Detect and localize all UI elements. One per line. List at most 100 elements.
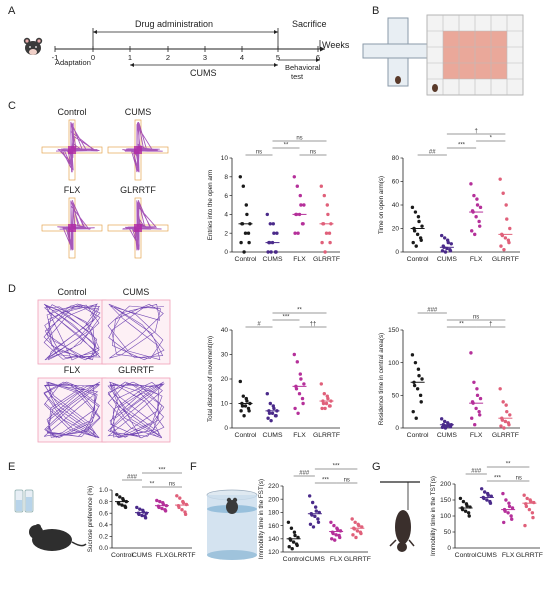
maze-label: CUMS [125, 107, 152, 117]
y-axis-label: Total distance of movement(m) [207, 336, 214, 422]
week-tick-label: -1 [52, 53, 59, 62]
maze-label: GLRRTF [120, 185, 156, 195]
data-point [502, 520, 506, 525]
open-field-label: FLX [64, 365, 81, 375]
maze-label: FLX [64, 185, 81, 195]
data-point [503, 509, 507, 513]
cums-label: CUMS [190, 68, 217, 78]
y-tick-label: 0.0 [99, 545, 108, 552]
data-point [320, 240, 324, 245]
trajectory [122, 121, 163, 173]
open-field-tracks: Control CUMS FLX GLRRTF [37, 287, 171, 443]
x-category-label: FLX [293, 256, 306, 263]
data-point [440, 425, 445, 430]
data-point [265, 392, 269, 396]
data-point [485, 498, 489, 502]
y-tick-label: 100 [388, 360, 399, 367]
data-point [501, 191, 505, 195]
data-point [474, 215, 478, 219]
data-point [524, 504, 529, 509]
data-point [351, 533, 355, 537]
data-point [265, 212, 269, 217]
data-point [243, 404, 248, 408]
data-point [350, 517, 354, 521]
data-point [302, 203, 306, 207]
data-point [502, 247, 506, 252]
data-point [286, 520, 291, 524]
week-tick-label: 3 [203, 53, 207, 62]
dot-plot: 0 10 20 30 40 Total distance of movement(m) Co… [207, 308, 340, 440]
data-point [239, 240, 243, 245]
data-point [183, 512, 188, 517]
data-point [177, 505, 181, 510]
significance-label: * [490, 136, 493, 142]
significance-label: ns [296, 136, 302, 142]
trajectory [43, 381, 101, 439]
x-category-label: CUMS [477, 552, 497, 559]
data-point [498, 177, 502, 181]
significance-label: ns [256, 150, 262, 156]
data-point [475, 197, 479, 201]
data-point [160, 506, 164, 511]
data-point [155, 498, 159, 503]
dot-plot: 0.0 0.2 0.4 0.6 0.8 1.0 Sucrose preference (%)… [87, 468, 196, 560]
data-point [135, 505, 139, 510]
data-point [333, 538, 337, 542]
data-point [299, 377, 303, 381]
data-point [266, 416, 270, 420]
data-point [448, 249, 453, 253]
data-point [354, 535, 358, 540]
y-tick-label: 0 [395, 425, 399, 432]
dot-plot: 0 20 40 60 80 Time on open arm(s) Control CUMS F… [378, 129, 520, 263]
data-point [488, 501, 493, 505]
x-category-label: Control [407, 432, 429, 439]
data-point [414, 244, 418, 248]
data-point [268, 222, 272, 226]
data-point [508, 226, 512, 231]
data-point [504, 498, 508, 502]
data-point [460, 507, 465, 512]
data-point [502, 426, 506, 430]
y-tick-label: 4 [224, 212, 228, 219]
data-point [138, 507, 142, 511]
data-point [316, 517, 320, 521]
panel-letter-f: F [190, 461, 197, 473]
data-point [319, 382, 323, 386]
tail-suspension-icon [380, 481, 420, 552]
data-point [308, 522, 313, 526]
data-point [293, 406, 297, 411]
data-point [272, 406, 276, 411]
data-point [178, 496, 182, 500]
data-point [301, 222, 305, 226]
data-point [474, 406, 478, 411]
trajectory [107, 381, 165, 439]
data-point [477, 409, 481, 414]
significance-label: ### [299, 471, 310, 477]
data-point [411, 240, 415, 245]
data-point [529, 499, 533, 504]
y-tick-label: 0 [395, 249, 399, 256]
data-point [143, 516, 148, 520]
significance-label: ns [516, 476, 522, 482]
swim-cylinder-icon [206, 489, 258, 560]
data-point [470, 229, 474, 233]
data-point [446, 240, 450, 245]
data-point [299, 203, 303, 207]
y-axis-label: Time on open arm(s) [378, 176, 385, 234]
significance-label: † [489, 322, 492, 328]
data-point [335, 527, 340, 532]
panel-letter-d: D [8, 283, 16, 295]
data-point [504, 403, 508, 407]
data-point [442, 419, 447, 424]
mouse-icon [23, 37, 43, 55]
y-tick-label: 0.4 [99, 522, 108, 529]
data-point [338, 535, 342, 540]
data-point [507, 240, 511, 245]
data-point [302, 382, 306, 386]
data-point [442, 236, 447, 240]
y-tick-label: 0.6 [99, 510, 108, 517]
data-point [499, 244, 503, 248]
y-tick-label: 40 [221, 327, 229, 334]
